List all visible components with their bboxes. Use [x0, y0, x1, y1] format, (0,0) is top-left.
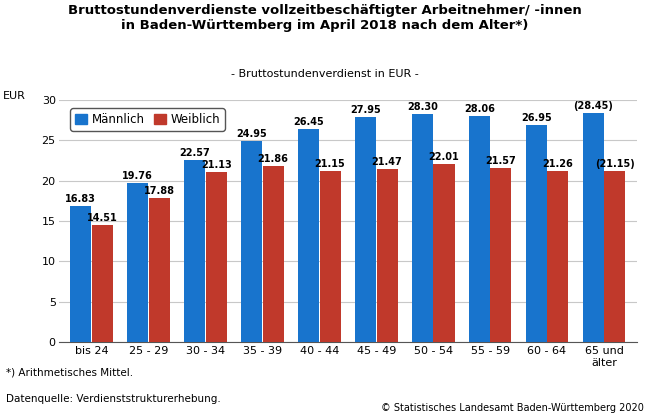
Bar	[70, 206, 91, 342]
Text: 21.47: 21.47	[372, 157, 402, 167]
Legend: Männlich, Weiblich: Männlich, Weiblich	[70, 108, 225, 131]
Bar	[241, 141, 262, 342]
Text: 24.95: 24.95	[236, 129, 267, 139]
Text: 21.15: 21.15	[315, 159, 345, 169]
Bar	[490, 168, 512, 342]
Text: 28.30: 28.30	[407, 102, 438, 112]
Bar	[149, 198, 170, 342]
Text: 19.76: 19.76	[122, 171, 153, 181]
Bar	[604, 171, 625, 342]
Text: 17.88: 17.88	[144, 186, 175, 196]
Text: 28.06: 28.06	[464, 104, 495, 114]
Bar	[355, 117, 376, 342]
Text: 14.51: 14.51	[87, 213, 118, 223]
Text: 22.57: 22.57	[179, 148, 210, 158]
Bar	[469, 116, 490, 342]
Bar	[184, 160, 205, 342]
Text: Datenquelle: Verdienststrukturerhebung.: Datenquelle: Verdienststrukturerhebung.	[6, 394, 221, 404]
Text: 21.26: 21.26	[543, 158, 573, 168]
Bar	[547, 171, 568, 342]
Bar	[205, 171, 227, 342]
Text: EUR: EUR	[3, 91, 26, 101]
Bar	[526, 125, 547, 342]
Bar	[434, 164, 454, 342]
Text: 21.57: 21.57	[486, 156, 516, 166]
Bar	[92, 225, 113, 342]
Text: *) Arithmetisches Mittel.: *) Arithmetisches Mittel.	[6, 367, 134, 377]
Text: 16.83: 16.83	[65, 194, 96, 204]
Text: (21.15): (21.15)	[595, 159, 634, 169]
Text: 21.86: 21.86	[257, 154, 289, 164]
Bar	[298, 129, 319, 342]
Bar	[376, 169, 398, 342]
Bar	[127, 183, 148, 342]
Text: 22.01: 22.01	[428, 153, 460, 163]
Text: Bruttostundenverdienste vollzeitbeschäftigter Arbeitnehmer/ -innen
in Baden-Würt: Bruttostundenverdienste vollzeitbeschäft…	[68, 4, 582, 32]
Text: - Bruttostundenverdienst in EUR -: - Bruttostundenverdienst in EUR -	[231, 69, 419, 79]
Bar	[263, 166, 283, 342]
Text: (28.45): (28.45)	[573, 100, 613, 111]
Text: © Statistisches Landesamt Baden-Württemberg 2020: © Statistisches Landesamt Baden-Württemb…	[381, 403, 644, 413]
Text: 26.45: 26.45	[293, 117, 324, 127]
Bar	[320, 171, 341, 342]
Bar	[412, 114, 433, 342]
Bar	[582, 113, 604, 342]
Text: 26.95: 26.95	[521, 113, 552, 123]
Text: 27.95: 27.95	[350, 105, 381, 115]
Text: 21.13: 21.13	[201, 160, 231, 170]
